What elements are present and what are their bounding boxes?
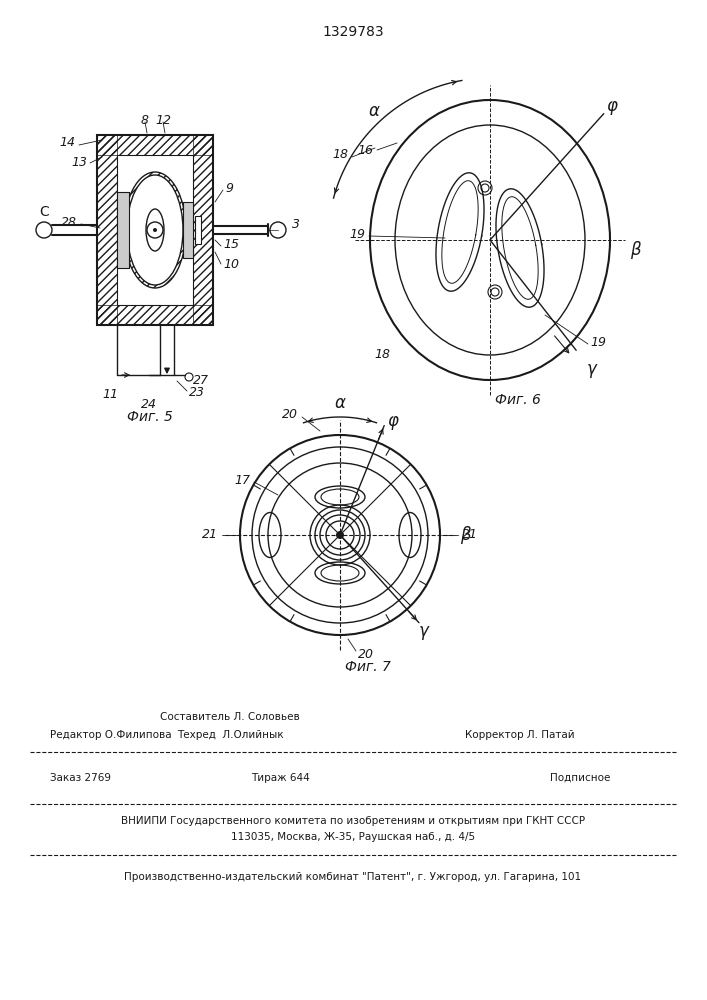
Text: 1329783: 1329783	[322, 25, 384, 39]
Text: 11: 11	[102, 388, 118, 401]
Text: 23: 23	[189, 386, 205, 399]
Text: Тираж 644: Тираж 644	[250, 773, 310, 783]
Text: Техред  Л.Олийнык: Техред Л.Олийнык	[177, 730, 284, 740]
Text: Заказ 2769: Заказ 2769	[50, 773, 111, 783]
Text: 16: 16	[357, 143, 373, 156]
Text: 28: 28	[61, 216, 77, 229]
Text: Подписное: Подписное	[550, 773, 610, 783]
Text: 18: 18	[374, 349, 390, 361]
Circle shape	[147, 222, 163, 238]
Text: 13: 13	[71, 156, 87, 169]
Text: Фиг. 7: Фиг. 7	[345, 660, 391, 674]
Text: 12: 12	[155, 113, 171, 126]
Text: Фиг. 5: Фиг. 5	[127, 410, 173, 424]
Text: γ: γ	[587, 360, 597, 378]
Circle shape	[153, 228, 157, 232]
Text: 19: 19	[349, 229, 365, 241]
Text: Корректор Л. Патай: Корректор Л. Патай	[465, 730, 575, 740]
Text: 20: 20	[358, 648, 374, 662]
Text: 15: 15	[223, 238, 239, 251]
Text: 20: 20	[282, 408, 298, 422]
Ellipse shape	[146, 209, 164, 251]
Text: 21: 21	[202, 528, 218, 542]
Text: 18: 18	[332, 148, 348, 161]
Bar	[97, 305, 213, 325]
Circle shape	[326, 521, 354, 549]
Text: 8: 8	[141, 113, 149, 126]
Bar	[193, 135, 213, 325]
Text: 14: 14	[59, 136, 75, 149]
Circle shape	[336, 531, 344, 539]
Text: φ: φ	[387, 412, 398, 430]
Bar	[195, 216, 201, 244]
Text: 10: 10	[223, 258, 239, 271]
Text: 21: 21	[462, 528, 478, 542]
Bar	[97, 135, 213, 155]
Bar	[97, 135, 213, 325]
Text: γ: γ	[419, 622, 429, 640]
Text: φ: φ	[606, 97, 617, 115]
Text: α: α	[368, 102, 379, 120]
Text: ВНИИПИ Государственного комитета по изобретениям и открытиям при ГКНТ СССР: ВНИИПИ Государственного комитета по изоб…	[121, 816, 585, 826]
Text: 24: 24	[141, 398, 157, 412]
Text: β: β	[630, 241, 641, 259]
Text: α: α	[334, 394, 346, 412]
Bar	[97, 135, 117, 325]
Bar	[117, 192, 129, 268]
Text: Фиг. 6: Фиг. 6	[495, 393, 541, 407]
Bar	[117, 155, 193, 305]
Text: Редактор О.Филипова: Редактор О.Филипова	[50, 730, 172, 740]
Text: β: β	[460, 526, 471, 544]
Text: C: C	[39, 205, 49, 219]
Ellipse shape	[127, 175, 183, 285]
Text: 17: 17	[234, 474, 250, 487]
Text: 19: 19	[590, 336, 606, 349]
Text: 9: 9	[225, 182, 233, 194]
Bar	[183, 202, 193, 258]
Text: 27: 27	[193, 373, 209, 386]
Text: Составитель Л. Соловьев: Составитель Л. Соловьев	[160, 712, 300, 722]
Text: Производственно-издательский комбинат "Патент", г. Ужгород, ул. Гагарина, 101: Производственно-издательский комбинат "П…	[124, 871, 582, 882]
Text: 3: 3	[292, 218, 300, 231]
Text: 113035, Москва, Ж-35, Раушская наб., д. 4/5: 113035, Москва, Ж-35, Раушская наб., д. …	[231, 832, 475, 842]
